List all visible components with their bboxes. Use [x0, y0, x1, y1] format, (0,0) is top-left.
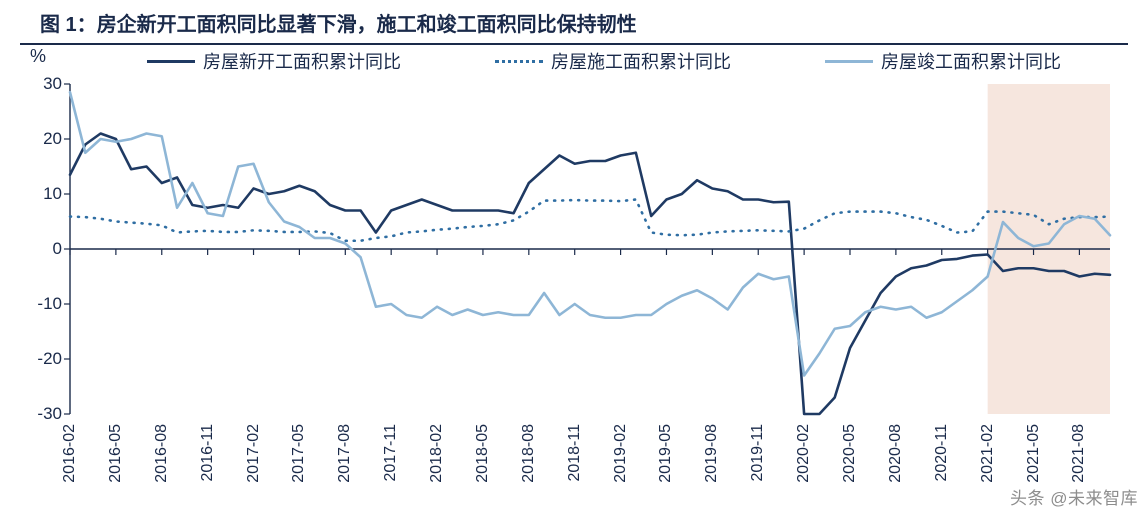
- x-tick-label: 2018-08: [520, 424, 538, 483]
- y-tick-label: 10: [10, 184, 62, 204]
- y-tick-label: -30: [10, 404, 62, 424]
- x-tick-label: 2020-08: [887, 424, 905, 483]
- y-tick-label: 20: [10, 129, 62, 149]
- x-tick-label: 2020-02: [795, 424, 813, 483]
- legend-label: 房屋新开工面积累计同比: [203, 48, 401, 74]
- x-tick-label: 2019-08: [703, 424, 721, 483]
- x-tick-label: 2016-11: [199, 424, 217, 482]
- legend-swatch: [495, 60, 543, 63]
- x-tick-label: 2017-02: [245, 424, 263, 483]
- y-tick-label: 0: [10, 239, 62, 259]
- y-axis-unit: %: [30, 46, 46, 67]
- legend-swatch: [825, 60, 873, 63]
- x-tick-label: 2019-02: [612, 424, 630, 483]
- x-tick-label: 2016-05: [107, 424, 125, 483]
- x-tick-label: 2020-05: [841, 424, 859, 483]
- x-tick-label: 2017-11: [382, 424, 400, 482]
- x-tick-label: 2021-08: [1070, 424, 1088, 483]
- x-tick-label: 2017-08: [336, 424, 354, 483]
- legend-swatch: [147, 60, 195, 63]
- plot-area: [70, 84, 1110, 414]
- watermark: 头条 @未来智库: [1010, 484, 1138, 509]
- x-tick-label: 2021-02: [979, 424, 997, 483]
- legend-item-new-starts: 房屋新开工面积累计同比: [147, 48, 401, 74]
- legend-item-construction: 房屋施工面积累计同比: [495, 48, 731, 74]
- legend-label: 房屋施工面积累计同比: [551, 48, 731, 74]
- chart-svg: [70, 84, 1110, 414]
- y-tick-label: -20: [10, 349, 62, 369]
- x-tick-label: 2017-05: [290, 424, 308, 483]
- x-tick-label: 2020-11: [933, 424, 951, 482]
- x-tick-label: 2018-05: [474, 424, 492, 483]
- y-tick-label: 30: [10, 74, 62, 94]
- figure-title-text: 房企新开工面积同比显著下滑，施工和竣工面积同比保持韧性: [97, 14, 637, 36]
- x-tick-label: 2018-02: [428, 424, 446, 483]
- x-tick-label: 2021-05: [1025, 424, 1043, 483]
- legend-item-completed: 房屋竣工面积累计同比: [825, 48, 1061, 74]
- x-tick-label: 2019-11: [749, 424, 767, 482]
- series-completed_yoy: [70, 92, 1110, 375]
- figure-number: 图 1：: [40, 14, 97, 36]
- legend: 房屋新开工面积累计同比 房屋施工面积累计同比 房屋竣工面积累计同比: [100, 48, 1108, 74]
- figure-title: 图 1：房企新开工面积同比显著下滑，施工和竣工面积同比保持韧性: [20, 0, 1128, 45]
- x-tick-label: 2019-05: [657, 424, 675, 483]
- x-tick-label: 2018-11: [566, 424, 584, 482]
- legend-label: 房屋竣工面积累计同比: [881, 48, 1061, 74]
- series-new_starts_yoy: [70, 134, 1110, 415]
- x-tick-label: 2016-02: [61, 424, 79, 483]
- x-tick-label: 2016-08: [153, 424, 171, 483]
- y-tick-label: -10: [10, 294, 62, 314]
